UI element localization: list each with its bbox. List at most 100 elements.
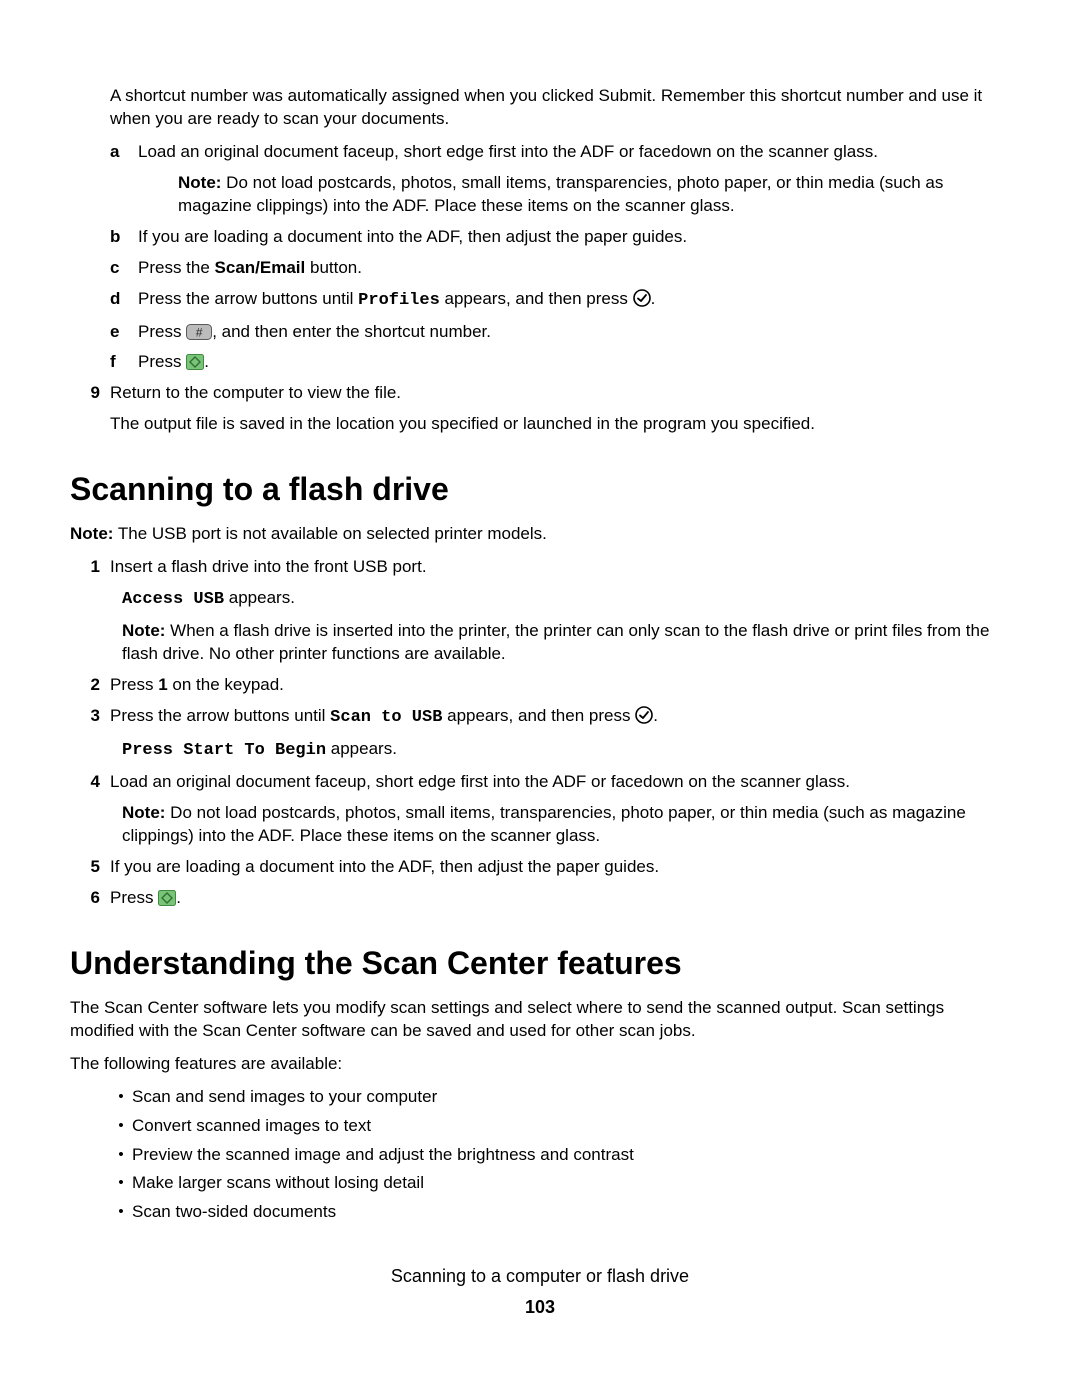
list-item: •Preview the scanned image and adjust th… xyxy=(110,1144,1010,1167)
note-text: Do not load postcards, photos, small ite… xyxy=(122,803,966,845)
text-fragment: appears. xyxy=(224,588,295,607)
feature-bullet-list: •Scan and send images to your computer •… xyxy=(110,1086,1010,1225)
start-diamond-icon xyxy=(158,890,176,906)
note-text: Do not load postcards, photos, small ite… xyxy=(178,173,943,215)
bullet-icon: • xyxy=(110,1115,132,1138)
scan-to-usb-label: Scan to USB xyxy=(330,708,442,727)
substep-marker: c xyxy=(110,257,138,280)
list-item: •Scan and send images to your computer xyxy=(110,1086,1010,1109)
step-content: Press 1 on the keypad. xyxy=(110,674,1010,697)
step-content: If you are loading a document into the A… xyxy=(110,856,1010,879)
text-fragment: , and then enter the shortcut number. xyxy=(212,322,491,341)
step-marker: 4 xyxy=(82,771,110,794)
flash-step-4-note: Note: Do not load postcards, photos, sma… xyxy=(122,802,1010,848)
substep-c: c Press the Scan/Email button. xyxy=(110,257,1010,280)
step-marker: 1 xyxy=(82,556,110,579)
note-text: The USB port is not available on selecte… xyxy=(113,524,546,543)
flash-step-1: 1 Insert a flash drive into the front US… xyxy=(82,556,1010,579)
flash-step-2: 2 Press 1 on the keypad. xyxy=(82,674,1010,697)
scan-email-label: Scan/Email xyxy=(215,258,306,277)
substep-content: Press , and then enter the shortcut numb… xyxy=(138,321,1010,344)
text-fragment: button. xyxy=(305,258,362,277)
page-footer: Scanning to a computer or flash drive 10… xyxy=(70,1264,1010,1319)
flash-note: Note: The USB port is not available on s… xyxy=(70,523,1010,546)
bullet-text: Make larger scans without losing detail xyxy=(132,1172,424,1195)
list-item: •Scan two-sided documents xyxy=(110,1201,1010,1224)
step-marker: 3 xyxy=(82,705,110,730)
press-start-label: Press Start To Begin xyxy=(122,741,326,760)
substep-marker: a xyxy=(110,141,138,164)
text-fragment: Press the xyxy=(138,258,215,277)
substep-d: d Press the arrow buttons until Profiles… xyxy=(110,288,1010,313)
step-content: Insert a flash drive into the front USB … xyxy=(110,556,1010,579)
text-fragment: on the keypad. xyxy=(168,675,284,694)
list-item: •Make larger scans without losing detail xyxy=(110,1172,1010,1195)
text-fragment: . xyxy=(651,289,656,308)
substep-marker: b xyxy=(110,226,138,249)
text-fragment: Press the arrow buttons until xyxy=(138,289,358,308)
step-content: Return to the computer to view the file.… xyxy=(110,382,1010,436)
note-label: Note: xyxy=(70,524,113,543)
substep-marker: e xyxy=(110,321,138,344)
substep-content: If you are loading a document into the A… xyxy=(138,226,1010,249)
flash-steps: 1 Insert a flash drive into the front US… xyxy=(82,556,1010,909)
text-fragment: appears, and then press xyxy=(440,289,633,308)
access-usb-label: Access USB xyxy=(122,590,224,609)
step-marker: 6 xyxy=(82,887,110,910)
note-label: Note: xyxy=(122,803,165,822)
step-content: Load an original document faceup, short … xyxy=(110,771,1010,794)
heading-flash-drive: Scanning to a flash drive xyxy=(70,468,1010,511)
key-1-label: 1 xyxy=(158,675,167,694)
substep-marker: f xyxy=(110,351,138,374)
main-step-9: 9 Return to the computer to view the fil… xyxy=(82,382,1010,436)
understand-paragraph-1: The Scan Center software lets you modify… xyxy=(70,997,1010,1043)
sub-steps-list: a Load an original document faceup, shor… xyxy=(110,141,1010,375)
note-label: Note: xyxy=(178,173,221,192)
list-item: •Convert scanned images to text xyxy=(110,1115,1010,1138)
bullet-text: Scan two-sided documents xyxy=(132,1201,336,1224)
text-line: The output file is saved in the location… xyxy=(110,413,1010,436)
step-content: Press the arrow buttons until Scan to US… xyxy=(110,705,1010,730)
page-number: 103 xyxy=(70,1295,1010,1319)
flash-step-1-sub: Access USB appears. xyxy=(122,587,1010,612)
step-content: Press . xyxy=(110,887,1010,910)
text-fragment: Press xyxy=(138,322,186,341)
flash-step-6: 6 Press . xyxy=(82,887,1010,910)
check-icon xyxy=(633,289,651,307)
text-fragment: . xyxy=(176,888,181,907)
note-label: Note: xyxy=(122,621,165,640)
text-line: Return to the computer to view the file. xyxy=(110,382,1010,405)
text-fragment: appears. xyxy=(326,739,397,758)
flash-step-4: 4 Load an original document faceup, shor… xyxy=(82,771,1010,794)
flash-step-5: 5 If you are loading a document into the… xyxy=(82,856,1010,879)
check-icon xyxy=(635,706,653,724)
bullet-text: Scan and send images to your computer xyxy=(132,1086,437,1109)
bullet-icon: • xyxy=(110,1086,132,1109)
substep-f: f Press . xyxy=(110,351,1010,374)
start-diamond-icon xyxy=(186,354,204,370)
text-fragment: Press xyxy=(138,352,186,371)
substep-e: e Press , and then enter the shortcut nu… xyxy=(110,321,1010,344)
substep-a: a Load an original document faceup, shor… xyxy=(110,141,1010,164)
step-marker: 9 xyxy=(82,382,110,436)
substep-content: Press the arrow buttons until Profiles a… xyxy=(138,288,1010,313)
bullet-icon: • xyxy=(110,1201,132,1224)
flash-step-3: 3 Press the arrow buttons until Scan to … xyxy=(82,705,1010,730)
text-fragment: Press xyxy=(110,888,158,907)
heading-understanding: Understanding the Scan Center features xyxy=(70,942,1010,985)
substep-content: Press . xyxy=(138,351,1010,374)
flash-step-1-note: Note: When a flash drive is inserted int… xyxy=(122,620,1010,666)
substep-b: b If you are loading a document into the… xyxy=(110,226,1010,249)
text-fragment: . xyxy=(653,706,658,725)
substep-content: Load an original document faceup, short … xyxy=(138,141,1010,164)
flash-step-3-sub: Press Start To Begin appears. xyxy=(122,738,1010,763)
substep-a-note: Note: Do not load postcards, photos, sma… xyxy=(178,172,1010,218)
understand-paragraph-2: The following features are available: xyxy=(70,1053,1010,1076)
bullet-icon: • xyxy=(110,1144,132,1167)
note-text: When a flash drive is inserted into the … xyxy=(122,621,989,663)
profiles-label: Profiles xyxy=(358,291,440,310)
intro-paragraph: A shortcut number was automatically assi… xyxy=(110,85,1010,131)
substep-marker: d xyxy=(110,288,138,313)
text-fragment: Press xyxy=(110,675,158,694)
footer-section-title: Scanning to a computer or flash drive xyxy=(70,1264,1010,1288)
